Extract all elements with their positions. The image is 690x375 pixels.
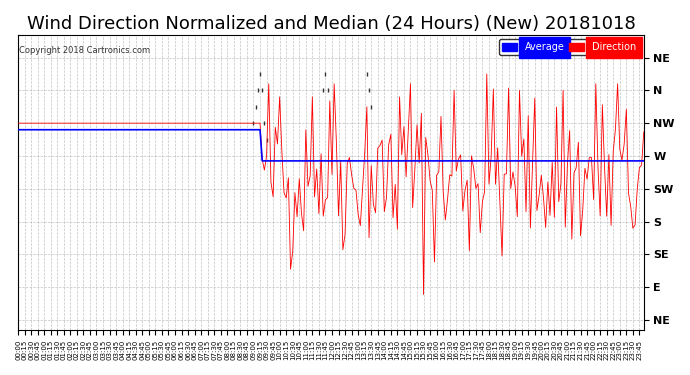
Text: Copyright 2018 Cartronics.com: Copyright 2018 Cartronics.com (19, 46, 150, 56)
Legend: Average, Direction: Average, Direction (500, 39, 639, 55)
Title: Wind Direction Normalized and Median (24 Hours) (New) 20181018: Wind Direction Normalized and Median (24… (26, 15, 635, 33)
